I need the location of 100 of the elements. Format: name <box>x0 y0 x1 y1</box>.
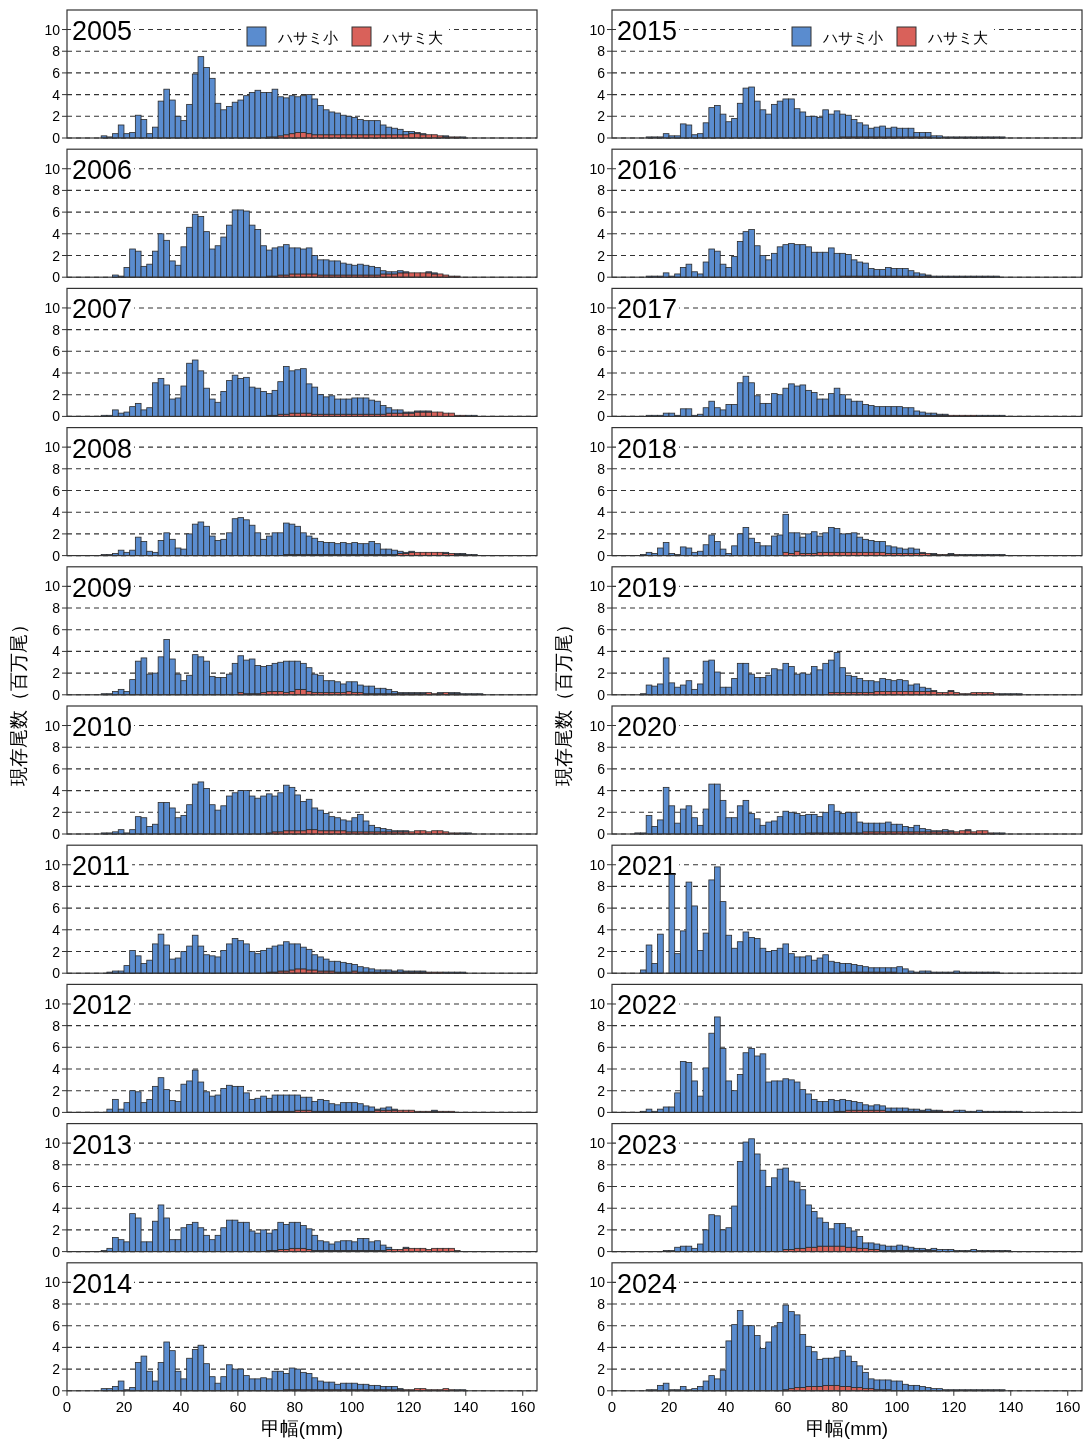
chart-title: 2019 <box>617 572 678 603</box>
y-tick-label: 8 <box>52 739 61 756</box>
y-tick-label: 2 <box>597 386 606 403</box>
y-tick-label: 2 <box>597 943 606 960</box>
x-tick-label: 160 <box>510 1397 536 1415</box>
y-axis-title: 現存尾数（百万尾） <box>8 614 29 786</box>
y-tick-label: 2 <box>52 525 61 542</box>
y-tick-label: 4 <box>597 1061 606 1078</box>
y-tick-label: 4 <box>597 86 606 103</box>
y-tick-label: 4 <box>52 782 61 799</box>
y-tick-label: 4 <box>52 643 61 660</box>
chart-title: 2022 <box>617 990 678 1021</box>
y-tick-label: 6 <box>597 900 606 917</box>
y-tick-label: 10 <box>589 1135 606 1152</box>
y-tick-label: 8 <box>52 43 61 60</box>
y-tick-label: 6 <box>52 1039 61 1056</box>
y-tick-label: 4 <box>52 921 61 938</box>
y-tick-label: 0 <box>52 408 61 425</box>
chart-title: 2023 <box>617 1129 678 1160</box>
x-tick-label: 20 <box>115 1397 133 1415</box>
y-tick-label: 10 <box>44 1135 61 1152</box>
y-tick-label: 0 <box>52 1104 61 1121</box>
chart-title: 2005 <box>72 16 133 46</box>
y-tick-label: 6 <box>52 1178 61 1195</box>
y-tick-label: 4 <box>597 1200 606 1217</box>
x-tick-label: 40 <box>172 1397 190 1415</box>
y-tick-label: 10 <box>44 21 61 38</box>
y-tick-label: 2 <box>597 108 606 125</box>
y-tick-label: 8 <box>52 1296 61 1313</box>
y-tick-label: 4 <box>52 365 61 382</box>
y-tick-label: 8 <box>52 600 61 617</box>
chart-title: 2010 <box>72 712 133 742</box>
y-tick-label: 10 <box>44 717 61 734</box>
y-tick-label: 6 <box>597 1317 606 1334</box>
chart-title: 2007 <box>72 294 133 325</box>
y-tick-label: 6 <box>597 760 606 777</box>
y-tick-label: 0 <box>52 547 61 564</box>
chart-title: 2018 <box>617 433 678 464</box>
x-tick-label: 160 <box>1055 1397 1081 1415</box>
chart-title: 2014 <box>72 1268 133 1299</box>
y-tick-label: 10 <box>589 299 606 316</box>
y-tick-label: 0 <box>52 1243 61 1260</box>
y-tick-label: 8 <box>52 1017 61 1034</box>
y-tick-label: 10 <box>589 21 606 38</box>
chart-title: 2011 <box>72 851 131 882</box>
chart-title: 2021 <box>617 851 678 882</box>
y-tick-label: 2 <box>52 1082 61 1099</box>
y-tick-label: 0 <box>52 965 61 982</box>
y-tick-label: 0 <box>597 686 606 703</box>
y-tick-label: 0 <box>597 826 606 842</box>
y-tick-label: 6 <box>597 1178 606 1195</box>
y-tick-label: 4 <box>597 921 606 938</box>
y-tick-label: 4 <box>597 225 606 242</box>
y-tick-label: 4 <box>52 1061 61 1078</box>
y-tick-label: 6 <box>597 64 606 81</box>
y-tick-label: 6 <box>52 900 61 917</box>
y-tick-label: 10 <box>44 160 61 177</box>
y-tick-label: 4 <box>597 643 606 660</box>
chart-title: 2024 <box>617 1268 678 1299</box>
y-tick-label: 4 <box>597 365 606 382</box>
y-tick-label: 10 <box>44 299 61 316</box>
y-tick-label: 0 <box>52 269 61 286</box>
y-tick-label: 2 <box>52 108 61 125</box>
y-tick-label: 6 <box>597 621 606 638</box>
y-tick-label: 8 <box>597 1156 606 1173</box>
y-tick-label: 6 <box>52 621 61 638</box>
chart-title: 2006 <box>72 155 133 186</box>
x-tick-label: 60 <box>229 1397 247 1415</box>
y-tick-label: 0 <box>597 1104 606 1121</box>
y-tick-label: 0 <box>597 130 606 146</box>
chart-title: 2009 <box>72 572 133 603</box>
y-tick-label: 2 <box>597 525 606 542</box>
y-tick-label: 6 <box>597 1039 606 1056</box>
chart-title: 2020 <box>617 712 678 742</box>
y-tick-label: 8 <box>52 1156 61 1173</box>
y-tick-label: 10 <box>44 439 61 456</box>
y-tick-label: 0 <box>597 1382 606 1399</box>
y-tick-label: 2 <box>597 1221 606 1238</box>
y-tick-label: 4 <box>52 86 61 103</box>
y-tick-label: 10 <box>44 856 61 873</box>
y-tick-label: 0 <box>597 1243 606 1260</box>
x-tick-label: 140 <box>453 1397 479 1415</box>
y-tick-label: 2 <box>52 1221 61 1238</box>
y-tick-label: 8 <box>52 321 61 338</box>
legend-label: ハサミ大 <box>927 29 988 46</box>
y-tick-label: 2 <box>597 665 606 682</box>
y-tick-label: 10 <box>589 578 606 595</box>
y-tick-label: 6 <box>597 482 606 499</box>
y-tick-label: 6 <box>597 343 606 360</box>
y-tick-label: 10 <box>589 717 606 734</box>
y-tick-label: 0 <box>52 686 61 703</box>
y-tick-label: 4 <box>52 504 61 521</box>
y-tick-label: 4 <box>597 504 606 521</box>
y-tick-label: 8 <box>597 182 606 199</box>
legend-label: ハサミ大 <box>382 29 443 46</box>
y-tick-label: 10 <box>44 1274 61 1291</box>
y-tick-label: 10 <box>589 1274 606 1291</box>
y-tick-label: 8 <box>597 1296 606 1313</box>
y-tick-label: 2 <box>52 1361 61 1378</box>
y-tick-label: 6 <box>597 204 606 221</box>
